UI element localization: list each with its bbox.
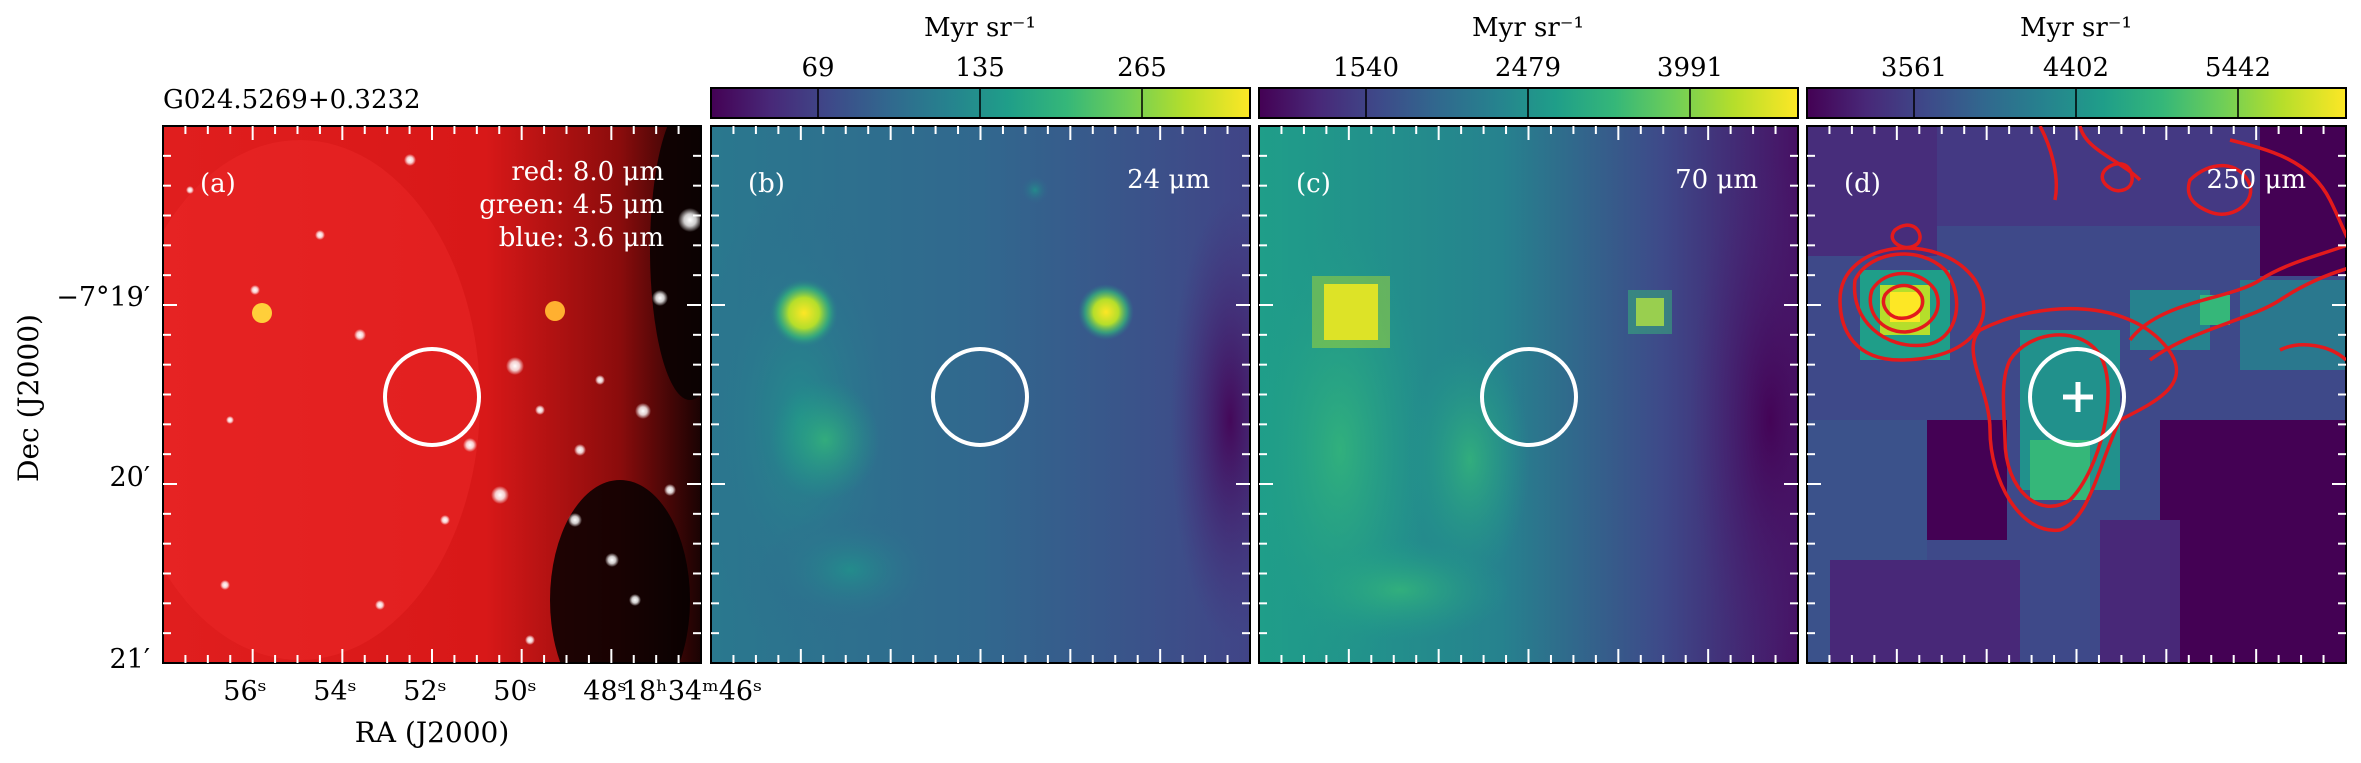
star: [250, 285, 260, 295]
star: [535, 405, 545, 415]
point-source: [770, 279, 838, 347]
star: [404, 154, 416, 166]
ra-tick-label: 48ˢ: [583, 676, 626, 707]
colorbar-tick: 135: [955, 53, 1005, 83]
legend-blue: blue: 3.6 μm: [499, 223, 664, 253]
contour: [1890, 223, 1922, 250]
colorbar-unit: Myr sr⁻¹: [2020, 13, 2132, 43]
dec-tick-label: 21′: [110, 644, 151, 675]
star: [605, 553, 619, 567]
star: [664, 484, 676, 496]
star: [629, 594, 641, 606]
legend-red: red: 8.0 μm: [511, 157, 664, 187]
panel-label: (b): [748, 169, 785, 199]
star: [635, 403, 651, 419]
star: [506, 357, 524, 375]
contour: [1971, 306, 2179, 532]
contour: [2001, 333, 2110, 508]
source-ellipse: [931, 347, 1029, 447]
band-label: 24 μm: [1127, 165, 1210, 195]
band-label: 250 μm: [2207, 165, 2306, 195]
colorbar-unit: Myr sr⁻¹: [924, 13, 1036, 43]
star: [525, 635, 535, 645]
band-label: 70 μm: [1675, 165, 1758, 195]
panel-c: (c) 70 μm 1540 2479 3991 Myr sr⁻¹: [1258, 13, 1799, 664]
panel-b-image: [711, 126, 1250, 663]
star: [678, 208, 701, 232]
contour: [1852, 252, 1959, 348]
panel-label: (a): [200, 169, 236, 199]
contour: [2186, 163, 2253, 216]
star: [226, 416, 234, 424]
contour: [2128, 243, 2346, 342]
tick-layer: [163, 126, 2346, 663]
contour: [2100, 162, 2134, 193]
star: [491, 486, 509, 504]
star: [545, 301, 565, 321]
ra-tick-label: 50ˢ: [493, 676, 536, 707]
point-source: [1078, 284, 1134, 340]
panel-a: (a) red: 8.0 μm green: 4.5 μm blue: 3.6 …: [162, 85, 702, 664]
colorbar-tick: 5442: [2205, 53, 2271, 83]
point-source: [1324, 284, 1378, 340]
source-ellipse: [2028, 347, 2126, 447]
star: [595, 375, 605, 385]
dec-tick-label: −7°19′: [56, 282, 150, 313]
dec-tick-label: 20′: [110, 462, 151, 493]
star: [220, 580, 230, 590]
panel-d: (d) 250 μm 3561 4402 5442 Myr sr⁻¹: [1806, 13, 2347, 664]
colorbar-tick: 3991: [1657, 53, 1723, 83]
colorbar-tick: 3561: [1881, 53, 1947, 83]
contour: [1838, 246, 1986, 362]
contours: [1838, 126, 2346, 532]
colorbar-tick: 1540: [1333, 53, 1399, 83]
y-axis-label: Dec (J2000): [12, 314, 45, 482]
star: [252, 303, 272, 323]
colorbar-unit: Myr sr⁻¹: [1472, 13, 1584, 43]
legend-green: green: 4.5 μm: [479, 190, 664, 220]
star: [568, 513, 582, 527]
colorbar-tick: 4402: [2043, 53, 2109, 83]
colorbar-tick: 2479: [1495, 53, 1561, 83]
panel-label: (d): [1844, 169, 1881, 199]
star: [440, 515, 450, 525]
contour: [2148, 267, 2346, 362]
star: [463, 438, 477, 452]
panel-b: (b) 24 μm 69 135 265 Myr sr⁻¹: [710, 13, 1251, 664]
source-title: G024.5269+0.3232: [163, 85, 421, 115]
panel-c-image: [1259, 126, 1798, 663]
contour: [2229, 138, 2346, 240]
star: [375, 600, 385, 610]
star: [186, 186, 194, 194]
star: [574, 444, 586, 456]
colorbar-tick: 69: [801, 53, 834, 83]
contour: [1868, 271, 1940, 334]
contour: [1881, 283, 1925, 320]
source-ellipse: [383, 347, 481, 447]
contour: [2038, 126, 2059, 201]
ra-tick-label: 52ˢ: [403, 676, 446, 707]
panel-a-image: [163, 126, 701, 663]
panel-label: (c): [1296, 169, 1331, 199]
ra-tick-label: 56ˢ: [223, 676, 266, 707]
ra-tick-label: 18ʰ34ᵐ46ˢ: [622, 676, 762, 707]
colorbar-tick: 265: [1117, 53, 1167, 83]
contour: [2279, 343, 2346, 362]
star: [315, 230, 325, 240]
contour: [2078, 126, 2142, 182]
ra-tick-label: 54ˢ: [313, 676, 356, 707]
star: [652, 290, 668, 306]
star: [354, 329, 366, 341]
source-ellipse: [1480, 347, 1578, 447]
x-axis-label: RA (J2000): [355, 716, 510, 749]
